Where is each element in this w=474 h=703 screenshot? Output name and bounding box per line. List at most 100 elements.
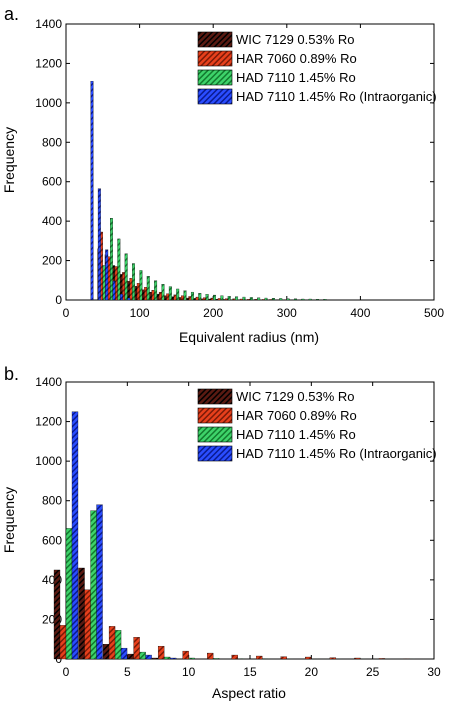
bar-had: [316, 299, 319, 301]
bar-har: [247, 299, 251, 301]
legend-a: WIC 7129 0.53% Ro HAR 7060 0.89% Ro HAD 71…: [197, 31, 437, 105]
y-tick-label: 1400: [35, 17, 62, 31]
bar-hadi: [120, 647, 128, 660]
bar-had: [323, 299, 327, 301]
bar-had: [294, 298, 297, 301]
plot-frame: [65, 381, 435, 660]
legend-label-hadi: HAD 7110 1.45% Ro (Intraorganic): [236, 446, 437, 461]
legend-swatch-wic: [197, 388, 233, 405]
x-axis-label-a: Equivalent radius (nm): [179, 329, 319, 345]
legend-swatch-hadi: [197, 445, 233, 462]
bar-har: [254, 299, 258, 301]
bar-had: [168, 286, 172, 301]
y-tick-label: 1200: [35, 415, 62, 429]
bar-had: [271, 298, 275, 301]
bar-had: [124, 253, 128, 301]
bar-har: [157, 645, 165, 660]
x-tick-label: 100: [130, 306, 150, 320]
x-tick-label: 10: [182, 665, 196, 679]
panel-b: b. 0200400600800100012001400051015202530…: [1, 364, 441, 701]
y-axis-label-a: Frequency: [1, 127, 17, 193]
bar-hadi: [96, 504, 103, 660]
bar-had: [183, 290, 187, 301]
panel-a: a. 0 200 400 600 800 1000 1200 1400 0 100 200 300 40…: [1, 4, 444, 345]
panel-b-label: b.: [4, 364, 19, 384]
legend-swatch-har: [197, 407, 233, 424]
bar-had: [249, 297, 253, 301]
bar-had: [213, 294, 216, 301]
x-tick-label: 0: [63, 306, 70, 320]
x-tick-label: 20: [305, 665, 319, 679]
bar-har: [217, 298, 221, 301]
bar-had: [190, 291, 194, 301]
bar-had: [286, 298, 290, 301]
bar-wic: [151, 657, 159, 660]
y-tick-label: 1200: [35, 56, 62, 70]
legend-swatch-had: [197, 426, 233, 443]
bar-har: [108, 626, 116, 660]
legend-swatch-had: [197, 69, 233, 86]
bar-had: [264, 297, 268, 301]
bar-har: [354, 657, 361, 660]
bar-har: [84, 589, 91, 660]
plot-area-b: 0200400600800100012001400051015202530: [35, 375, 441, 679]
bar-had: [154, 280, 158, 301]
bar-had: [188, 657, 195, 660]
bar-har: [181, 295, 184, 301]
bar-hadi: [119, 293, 123, 301]
y-tick-label: 800: [42, 135, 62, 149]
bar-had: [301, 298, 305, 301]
x-tick-label: 25: [366, 665, 380, 679]
bar-har: [173, 294, 177, 301]
plot-area-a: 0 200 400 600 800 1000 1200 1400 0 100 200 300 400 50…: [35, 17, 444, 320]
bar-had: [220, 295, 224, 301]
bar-had: [117, 238, 121, 301]
bar-har: [158, 291, 162, 301]
bar-had: [102, 265, 106, 301]
bar-har: [280, 656, 287, 660]
bar-had: [132, 263, 135, 301]
x-tick-label: 30: [427, 665, 441, 679]
bar-wic: [102, 644, 110, 660]
bar-had: [114, 630, 122, 660]
bar-hadi: [145, 654, 152, 660]
legend-b: WIC 7129 0.53% Ro HAR 7060 0.89% Ro HAD 71…: [197, 388, 437, 462]
x-tick-label: 300: [277, 306, 297, 320]
bar-har: [195, 296, 199, 301]
legend-label-had: HAD 7110 1.45% Ro: [236, 70, 356, 85]
x-axis-label-b: Aspect ratio: [212, 685, 286, 701]
y-tick-label: 1000: [35, 454, 62, 468]
bar-had: [235, 296, 239, 301]
bar-hadi: [112, 281, 116, 301]
bar-har: [269, 299, 273, 301]
bar-wic: [127, 653, 134, 660]
bar-har: [188, 296, 192, 301]
legend-swatch-har: [197, 50, 233, 67]
y-tick-label: 600: [42, 175, 62, 189]
bar-har: [166, 293, 170, 301]
bar-wic: [53, 569, 61, 660]
x-tick-label: 200: [203, 306, 223, 320]
bar-har: [378, 658, 386, 660]
bar-har: [59, 625, 67, 660]
bar-har: [210, 297, 214, 301]
legend-label-wic: WIC 7129 0.53% Ro: [236, 32, 355, 47]
y-tick-label: 1400: [35, 375, 62, 389]
legend-label-har: HAR 7060 0.89% Ro: [236, 408, 357, 423]
bar-har: [225, 298, 229, 301]
bar-har: [136, 283, 140, 301]
bar-had: [257, 297, 261, 301]
panel-a-label: a.: [4, 4, 19, 24]
y-tick-label: 800: [42, 494, 62, 508]
legend-label-har: HAR 7060 0.89% Ro: [236, 51, 357, 66]
bar-hadi: [90, 81, 94, 301]
bar-had: [308, 298, 312, 301]
bar-had: [163, 656, 171, 660]
bar-har: [207, 652, 214, 660]
bar-har: [232, 298, 236, 301]
y-axis-label-b: Frequency: [1, 487, 17, 553]
bar-had: [242, 296, 246, 301]
x-tick-label: 400: [350, 306, 370, 320]
bar-hadi: [97, 188, 101, 301]
bar-har: [329, 657, 337, 660]
